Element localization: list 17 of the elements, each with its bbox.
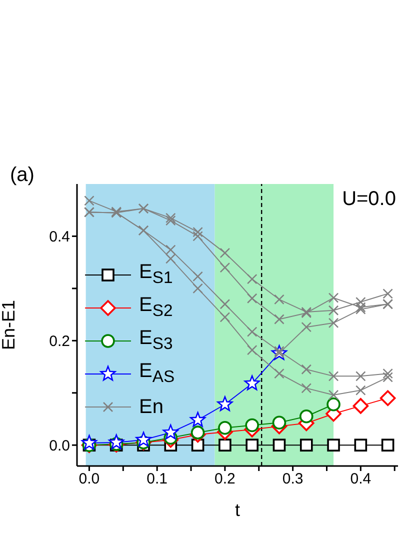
- x-tick-label: 0.4: [350, 470, 372, 488]
- y-tick-label: 0.0: [49, 437, 70, 454]
- x-tick-label: 0.1: [146, 470, 168, 488]
- x-tick-label: 0.3: [282, 470, 304, 488]
- x-tick-label: 0.0: [78, 470, 100, 488]
- annotation: U=0.0: [342, 188, 396, 211]
- y-axis-title: En-E1: [0, 300, 18, 350]
- legend-label: E$_{AS}$: [139, 360, 175, 386]
- legend-label: E$_{S1}$: [139, 260, 173, 288]
- legend-label: En: [139, 396, 164, 418]
- y-tick-label: 0.2: [49, 332, 70, 350]
- x-axis-title: t: [234, 500, 240, 520]
- y-tick-label: 0.4: [49, 228, 70, 246]
- legend-label: E$_{S3}$: [139, 326, 173, 354]
- text: (a): [10, 164, 34, 187]
- legend-label: E$_{S2}$: [139, 294, 173, 320]
- x-tick-label: 0.2: [214, 470, 236, 488]
